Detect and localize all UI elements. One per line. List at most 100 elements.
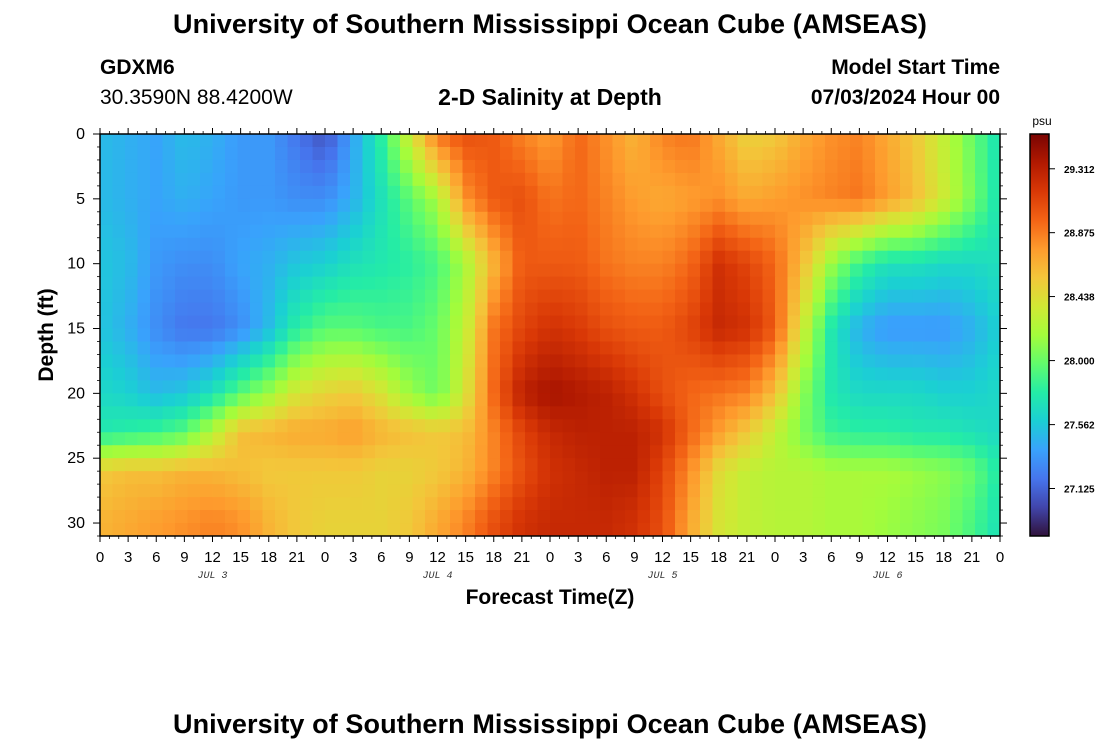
heatmap-cell: [775, 146, 789, 161]
heatmap-cell: [362, 302, 376, 317]
heatmap-cell: [412, 172, 426, 187]
heatmap-cell: [300, 289, 314, 304]
heatmap-cell: [537, 393, 551, 407]
heatmap-cell: [800, 471, 814, 485]
heatmap-cell: [625, 250, 639, 265]
heatmap-cell: [350, 419, 364, 433]
heatmap-cell: [187, 523, 201, 536]
heatmap-cell: [937, 393, 951, 407]
heatmap-cell: [425, 432, 439, 446]
heatmap-cell: [437, 134, 451, 148]
heatmap-cell: [487, 406, 501, 420]
heatmap-cell: [250, 276, 264, 291]
heatmap-cell: [862, 471, 876, 485]
heatmap-cell: [900, 185, 914, 200]
heatmap-cell: [925, 458, 939, 472]
heatmap-cell: [100, 185, 114, 200]
colorbar-tick-label: 27.562: [1064, 421, 1095, 432]
heatmap-cell: [200, 445, 214, 459]
x-tick-label: 0: [96, 549, 104, 566]
heatmap-cell: [400, 406, 414, 420]
heatmap-cell: [175, 471, 189, 485]
heatmap-cell: [562, 159, 576, 174]
heatmap-cell: [462, 185, 476, 200]
heatmap-cell: [612, 497, 626, 511]
heatmap-cell: [625, 497, 639, 511]
heatmap-cell: [112, 276, 126, 291]
heatmap-cell: [650, 198, 664, 213]
heatmap-cell: [675, 432, 689, 446]
heatmap-cell: [950, 445, 964, 459]
heatmap-cell: [675, 237, 689, 252]
heatmap-cell: [212, 393, 226, 407]
heatmap-cell: [362, 134, 376, 148]
heatmap-cell: [800, 510, 814, 524]
heatmap-cell: [887, 484, 901, 498]
heatmap-cell: [900, 458, 914, 472]
heatmap-cell: [125, 237, 139, 252]
heatmap-cell: [962, 445, 976, 459]
heatmap-cell: [825, 419, 839, 433]
heatmap-cell: [725, 380, 739, 394]
heatmap-cell: [162, 172, 176, 187]
heatmap-cell: [662, 471, 676, 485]
heatmap-cell: [287, 134, 301, 148]
heatmap-cell: [525, 458, 539, 472]
heatmap-cell: [812, 354, 826, 369]
heatmap-cell: [937, 445, 951, 459]
heatmap-cell: [225, 237, 239, 252]
heatmap-cell: [850, 263, 864, 278]
heatmap-cell: [787, 276, 801, 291]
heatmap-cell: [200, 263, 214, 278]
heatmap-cell: [912, 263, 926, 278]
heatmap-cell: [587, 302, 601, 317]
heatmap-cell: [612, 315, 626, 330]
heatmap-cell: [800, 263, 814, 278]
heatmap-cell: [650, 146, 664, 161]
heatmap-cell: [162, 497, 176, 511]
heatmap-cell: [150, 510, 164, 524]
heatmap-cell: [500, 406, 514, 420]
heatmap-cell: [337, 289, 351, 304]
heatmap-cell: [162, 146, 176, 161]
heatmap-cell: [137, 510, 151, 524]
heatmap-cell: [175, 497, 189, 511]
heatmap-cell: [325, 276, 339, 291]
heatmap-cell: [950, 134, 964, 148]
heatmap-cell: [800, 159, 814, 174]
heatmap-cell: [800, 172, 814, 187]
heatmap-cell: [350, 523, 364, 536]
heatmap-cell: [325, 510, 339, 524]
heatmap-cell: [100, 289, 114, 304]
x-tick-label: 0: [771, 549, 779, 566]
heatmap-cell: [162, 134, 176, 148]
heatmap-cell: [687, 289, 701, 304]
heatmap-cell: [912, 484, 926, 498]
heatmap-cell: [762, 497, 776, 511]
heatmap-cell: [925, 289, 939, 304]
heatmap-cell: [875, 315, 889, 330]
heatmap-cell: [325, 471, 339, 485]
heatmap-cell: [400, 367, 414, 381]
heatmap-cell: [562, 484, 576, 498]
heatmap-cell: [550, 224, 564, 239]
heatmap-cell: [350, 276, 364, 291]
heatmap-cell: [725, 237, 739, 252]
heatmap-cell: [437, 380, 451, 394]
heatmap-cell: [737, 523, 751, 536]
heatmap-cell: [412, 302, 426, 317]
heatmap-cell: [675, 406, 689, 420]
heatmap-cell: [175, 211, 189, 226]
heatmap-cell: [225, 328, 239, 343]
heatmap-cell: [187, 497, 201, 511]
heatmap-cell: [912, 276, 926, 291]
heatmap-cell: [650, 172, 664, 187]
heatmap-cell: [987, 341, 1000, 356]
heatmap-cell: [337, 393, 351, 407]
heatmap-cell: [575, 406, 589, 420]
heatmap-cell: [237, 289, 251, 304]
heatmap-cell: [112, 289, 126, 304]
station-coordinates: 30.3590N 88.4200W: [100, 86, 293, 109]
heatmap-cell: [787, 432, 801, 446]
heatmap-cell: [125, 497, 139, 511]
